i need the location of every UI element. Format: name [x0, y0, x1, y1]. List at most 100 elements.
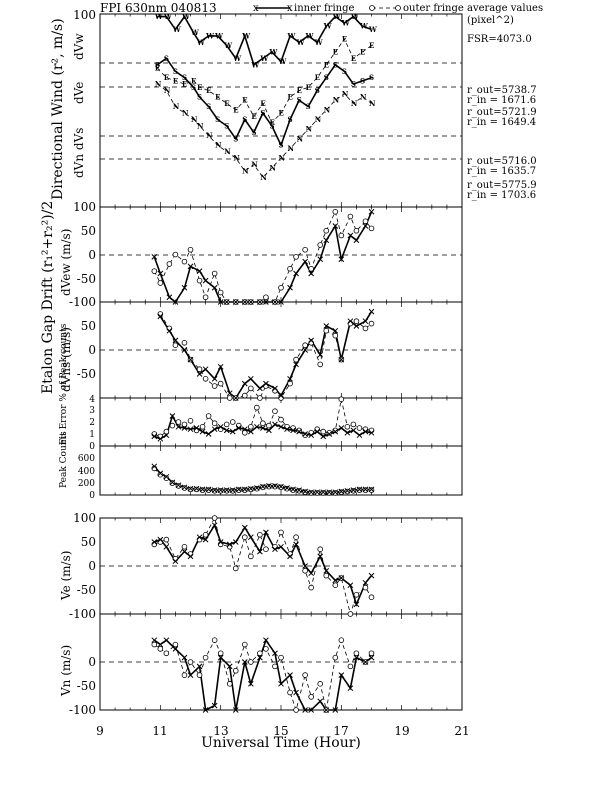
fit_error-outer-point — [326, 429, 333, 436]
dir-wind-point-dvw: W — [314, 38, 323, 47]
dvew-inner-point-b — [241, 299, 248, 305]
vn-outer-point — [272, 663, 278, 670]
peak_counts-inner-point-b — [290, 486, 296, 493]
fit_error-inner-point-b — [235, 425, 242, 431]
dvew-inner-point-b — [247, 299, 254, 305]
dvns-inner-point-b — [202, 366, 209, 373]
dvns-inner-point-b — [226, 390, 233, 397]
fit_error-outer-point — [284, 423, 290, 430]
ve-inner-point-b — [317, 553, 324, 560]
vn-inner-point-b — [353, 654, 360, 661]
dvew-inner-point-b — [353, 237, 360, 244]
vn-outer-point — [293, 707, 299, 713]
peak_counts-inner-point-b — [223, 487, 230, 493]
dir-wind-point-dvw: W — [205, 31, 214, 40]
vn-inner-point-b — [323, 707, 330, 713]
dvns-outer-point — [347, 320, 354, 327]
fit_error-outer-point — [217, 426, 224, 433]
ve-inner-point-b — [151, 539, 158, 545]
fit_error-outer-point — [235, 422, 242, 429]
dvew-inner-point-b — [347, 232, 354, 239]
vn-inner-point-b — [317, 698, 324, 705]
ve-outer-point — [217, 541, 224, 548]
ytick-dvns-0: 0 — [88, 343, 96, 357]
dir-wind-point-dvs: S — [333, 60, 338, 69]
fit_error-inner-point-b — [163, 432, 170, 439]
ve-inner-point-b — [172, 558, 179, 565]
dvns-outer-point — [211, 383, 218, 389]
dir-wind-point-dvw: W — [350, 12, 359, 21]
ve-outer-point — [226, 543, 233, 550]
dir-wind-point-dve: E — [288, 92, 293, 101]
ve-inner-point-b — [362, 579, 369, 586]
dvns-inner-point-b — [353, 323, 360, 329]
fit_error-outer-point — [290, 425, 296, 431]
dvns-outer-point — [368, 320, 375, 327]
dvns-inner-point-b — [362, 318, 369, 325]
dvns-outer-point — [317, 361, 324, 368]
peak_counts-inner-point-b — [284, 485, 290, 491]
peak_counts-inner-point-b — [181, 484, 188, 491]
dvns-outer-point — [202, 375, 209, 382]
dvns-outer-point — [272, 387, 278, 394]
dvew-outer-point — [181, 258, 188, 265]
vn-outer-point — [163, 650, 170, 657]
dir-wind-point-dvn: N — [369, 99, 376, 108]
legend: x x inner fringe outer fringe — [253, 3, 464, 14]
dir-wind-point-dve: E — [260, 99, 265, 108]
ytick-vn-0: 0 — [88, 655, 96, 669]
dvns-inner-fringe-markers — [157, 308, 375, 401]
dvew-outer-point — [202, 294, 209, 301]
dvew-outer-point — [263, 294, 269, 301]
dvns-outer-point — [287, 380, 293, 387]
peak_counts-inner-point-b — [235, 486, 242, 493]
dir-wind-point-dve: E — [242, 96, 247, 105]
dir-wind-point-dvn: N — [288, 144, 295, 153]
dvew-inner-point-b — [166, 294, 173, 301]
fit_error-outer-point — [362, 426, 369, 433]
dvew-inner-line — [153, 211, 373, 304]
dir-wind-point-dvs: S — [306, 102, 311, 111]
fit_error-inner-fringe-markers — [151, 413, 375, 442]
dir-wind-point-dvw: W — [163, 12, 172, 21]
fit_error-outer-point — [205, 413, 212, 419]
peak_counts-inner-point-b — [229, 487, 236, 493]
dir-wind-point-dve: E — [360, 47, 365, 56]
fit_error-outer-point — [344, 423, 351, 430]
dvns-outer-point — [323, 327, 330, 334]
dvns-inner-point-b — [347, 318, 354, 325]
dvew-inner-point-b — [223, 299, 230, 305]
dvns-inner-point-b — [247, 375, 254, 382]
vn-inner-point-b — [181, 654, 188, 661]
ve-outer-point — [257, 531, 263, 538]
fit_error-outer-point — [229, 419, 236, 425]
peak_counts-inner-point-b — [302, 488, 308, 495]
dvns-outer-point — [293, 356, 299, 363]
dvew-inner-point-b — [157, 270, 164, 277]
ylabel-dvn-dvs: dVn dVs — [72, 128, 86, 178]
dvew-outer-point — [287, 265, 293, 272]
vn-outer-point — [353, 650, 360, 657]
avg-values-units: (pixel^2) — [467, 15, 514, 26]
vn-inner-point-b — [226, 663, 233, 670]
dir-wind-point-dvn: N — [233, 154, 240, 163]
dir-wind-line-dve — [157, 38, 372, 124]
dvew-outer-point — [278, 284, 284, 291]
vn-inner-point-b — [302, 707, 308, 713]
dvew-inner-point-b — [338, 256, 345, 263]
dir-wind-point-dve: E — [233, 105, 238, 114]
ve-inner-point-b — [226, 541, 233, 548]
vn-inner-point-b — [332, 707, 339, 713]
ve-inner-point-b — [353, 601, 360, 608]
dvns-inner-point-b — [257, 385, 263, 392]
dir-wind-point-dvn: N — [360, 92, 367, 101]
ve-inner-point-b — [278, 543, 284, 550]
dvew-inner-fringe-markers — [151, 208, 375, 305]
dvns-inner-point-b — [211, 375, 218, 382]
vn-outer-point — [308, 694, 314, 700]
ve-inner-line — [154, 523, 373, 607]
avg-values-title: average values — [467, 3, 543, 14]
ylabel-dvew: dVew (m/s) — [59, 229, 73, 296]
dir-wind-point-dvn: N — [342, 89, 349, 98]
